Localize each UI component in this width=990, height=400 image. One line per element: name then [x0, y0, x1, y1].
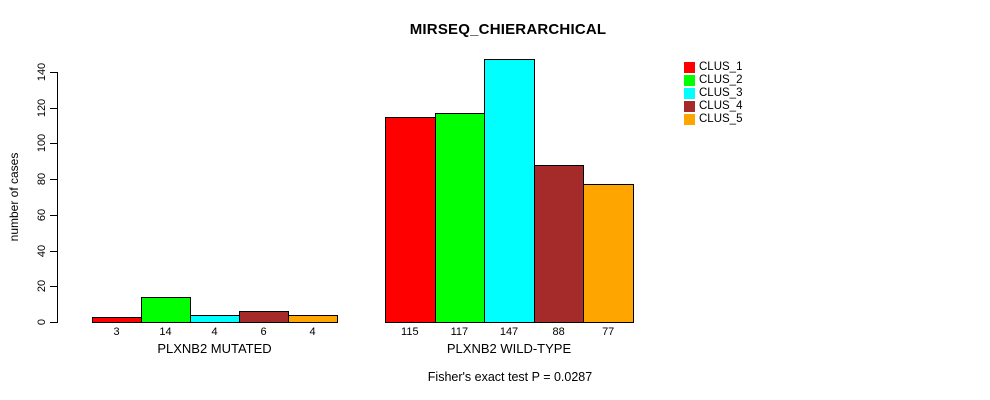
- y-tick-mark: [50, 322, 57, 323]
- legend-label-clus_1: CLUS_1: [699, 60, 743, 73]
- y-tick-mark: [50, 143, 57, 145]
- y-axis-line: [57, 72, 58, 323]
- bar-value-label: 115: [401, 326, 419, 338]
- y-tick-label: 60: [36, 208, 48, 221]
- y-tick-mark: [50, 107, 57, 109]
- bar-clus_2-wildtype: [435, 113, 485, 323]
- bar-value-label: 3: [113, 326, 120, 338]
- legend-swatch-clus_1: [684, 62, 695, 73]
- y-tick-mark: [50, 250, 57, 252]
- y-tick-mark: [50, 286, 57, 288]
- legend-swatch-clus_3: [684, 88, 695, 99]
- y-axis-label: number of cases: [7, 152, 21, 242]
- legend-swatch-clus_2: [684, 75, 695, 86]
- footnote: Fisher's exact test P = 0.0287: [427, 370, 593, 384]
- bar-clus_1-mutated: [92, 317, 142, 323]
- group-label-mutated: PLXNB2 MUTATED: [157, 341, 272, 356]
- y-tick-mark: [50, 214, 57, 216]
- y-tick-label: 0: [36, 318, 48, 326]
- bar-value-label: 88: [552, 326, 565, 338]
- bar-value-label: 14: [159, 326, 172, 338]
- legend-label-clus_3: CLUS_3: [699, 86, 743, 99]
- bar-value-label: 4: [309, 326, 316, 338]
- bar-clus_1-wildtype: [385, 117, 436, 323]
- legend-label-clus_5: CLUS_5: [699, 112, 743, 125]
- y-tick-mark: [50, 179, 57, 181]
- bar-clus_4-mutated: [239, 311, 289, 323]
- bar-value-label: 6: [260, 326, 267, 338]
- bar-value-label: 77: [602, 326, 615, 338]
- y-tick-label: 80: [36, 173, 48, 186]
- y-tick-label: 40: [36, 244, 48, 257]
- bar-clus_3-wildtype: [484, 59, 535, 323]
- chart-title: MIRSEQ_CHIERARCHICAL: [409, 21, 607, 38]
- bar-clus_4-wildtype: [534, 165, 584, 323]
- legend-swatch-clus_4: [684, 101, 695, 112]
- bar-value-label: 4: [211, 326, 218, 338]
- bar-clus_3-mutated: [190, 315, 240, 323]
- y-tick-label: 100: [36, 134, 48, 153]
- bar-clus_5-wildtype: [583, 184, 634, 323]
- y-tick-label: 20: [36, 280, 48, 293]
- group-label-wildtype: PLXNB2 WILD-TYPE: [446, 341, 572, 356]
- legend-label-clus_2: CLUS_2: [699, 73, 743, 86]
- y-tick-label: 140: [36, 62, 48, 82]
- y-tick-label: 120: [36, 98, 48, 117]
- bar-clus_2-mutated: [141, 297, 191, 323]
- y-tick-mark: [50, 72, 57, 73]
- bar-value-label: 147: [499, 326, 519, 338]
- bar-clus_5-mutated: [288, 315, 338, 323]
- legend-swatch-clus_5: [684, 114, 695, 125]
- bar-value-label: 117: [450, 326, 469, 338]
- legend-label-clus_4: CLUS_4: [699, 99, 743, 112]
